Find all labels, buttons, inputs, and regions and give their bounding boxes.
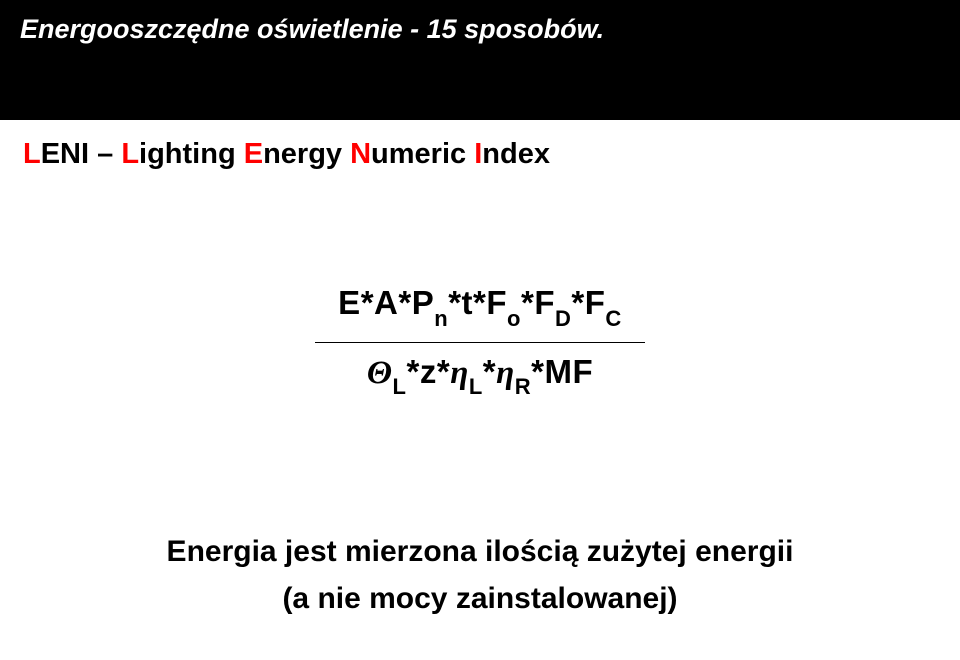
tok: * xyxy=(521,284,534,321)
tok: P xyxy=(412,284,435,321)
body-line-2: (a nie mocy zainstalowanej) xyxy=(282,582,677,616)
tok: * xyxy=(361,284,374,321)
slide-header: Energooszczędne oświetlenie - 15 sposobó… xyxy=(0,0,960,120)
tok-sub: C xyxy=(605,306,621,331)
tok: * xyxy=(483,353,496,390)
slide: Energooszczędne oświetlenie - 15 sposobó… xyxy=(0,0,960,660)
subtitle-part: nergy xyxy=(263,138,350,170)
tok-sub: D xyxy=(555,306,571,331)
tok: * xyxy=(571,284,584,321)
subtitle-part: umeric xyxy=(371,138,474,170)
tok-sub: o xyxy=(507,306,521,331)
body-line-1: Energia jest mierzona ilością zużytej en… xyxy=(167,535,794,569)
tok-sub: R xyxy=(515,374,531,399)
tok-sub: L xyxy=(393,374,407,399)
tok: F xyxy=(534,284,555,321)
tok: * xyxy=(398,284,411,321)
subtitle-part: N xyxy=(350,138,371,170)
tok: η xyxy=(450,355,469,391)
tok: * xyxy=(473,284,486,321)
tok: MF xyxy=(544,353,593,390)
subtitle-part: L xyxy=(121,138,139,170)
formula-denominator: ΘL*z*ηL*ηR*MF xyxy=(315,353,645,397)
tok: F xyxy=(585,284,606,321)
subtitle-part: ndex xyxy=(482,138,550,170)
tok: A xyxy=(374,284,398,321)
tok: * xyxy=(407,353,420,390)
formula-numerator: E*A*Pn*t*Fo*FD*FC xyxy=(315,284,645,328)
subtitle-part: ENI – xyxy=(41,138,122,170)
tok: * xyxy=(448,284,461,321)
tok: z xyxy=(420,353,437,390)
tok: * xyxy=(437,353,450,390)
subtitle-part: E xyxy=(244,138,263,170)
subtitle-part: ighting xyxy=(139,138,244,170)
tok: E xyxy=(338,284,361,321)
header-title: Energooszczędne oświetlenie - 15 sposobó… xyxy=(20,14,940,45)
tok: t xyxy=(462,284,474,321)
subtitle-part: L xyxy=(23,138,41,170)
tok: F xyxy=(486,284,507,321)
tok-sub: n xyxy=(434,306,448,331)
tok: * xyxy=(531,353,544,390)
formula-divider xyxy=(315,342,645,343)
formula: E*A*Pn*t*Fo*FD*FC ΘL*z*ηL*ηR*MF xyxy=(315,284,645,396)
tok-sub: L xyxy=(469,374,483,399)
tok: η xyxy=(496,355,515,391)
subtitle-leni: LENI – Lighting Energy Numeric Index xyxy=(23,138,550,171)
tok: Θ xyxy=(367,355,393,391)
